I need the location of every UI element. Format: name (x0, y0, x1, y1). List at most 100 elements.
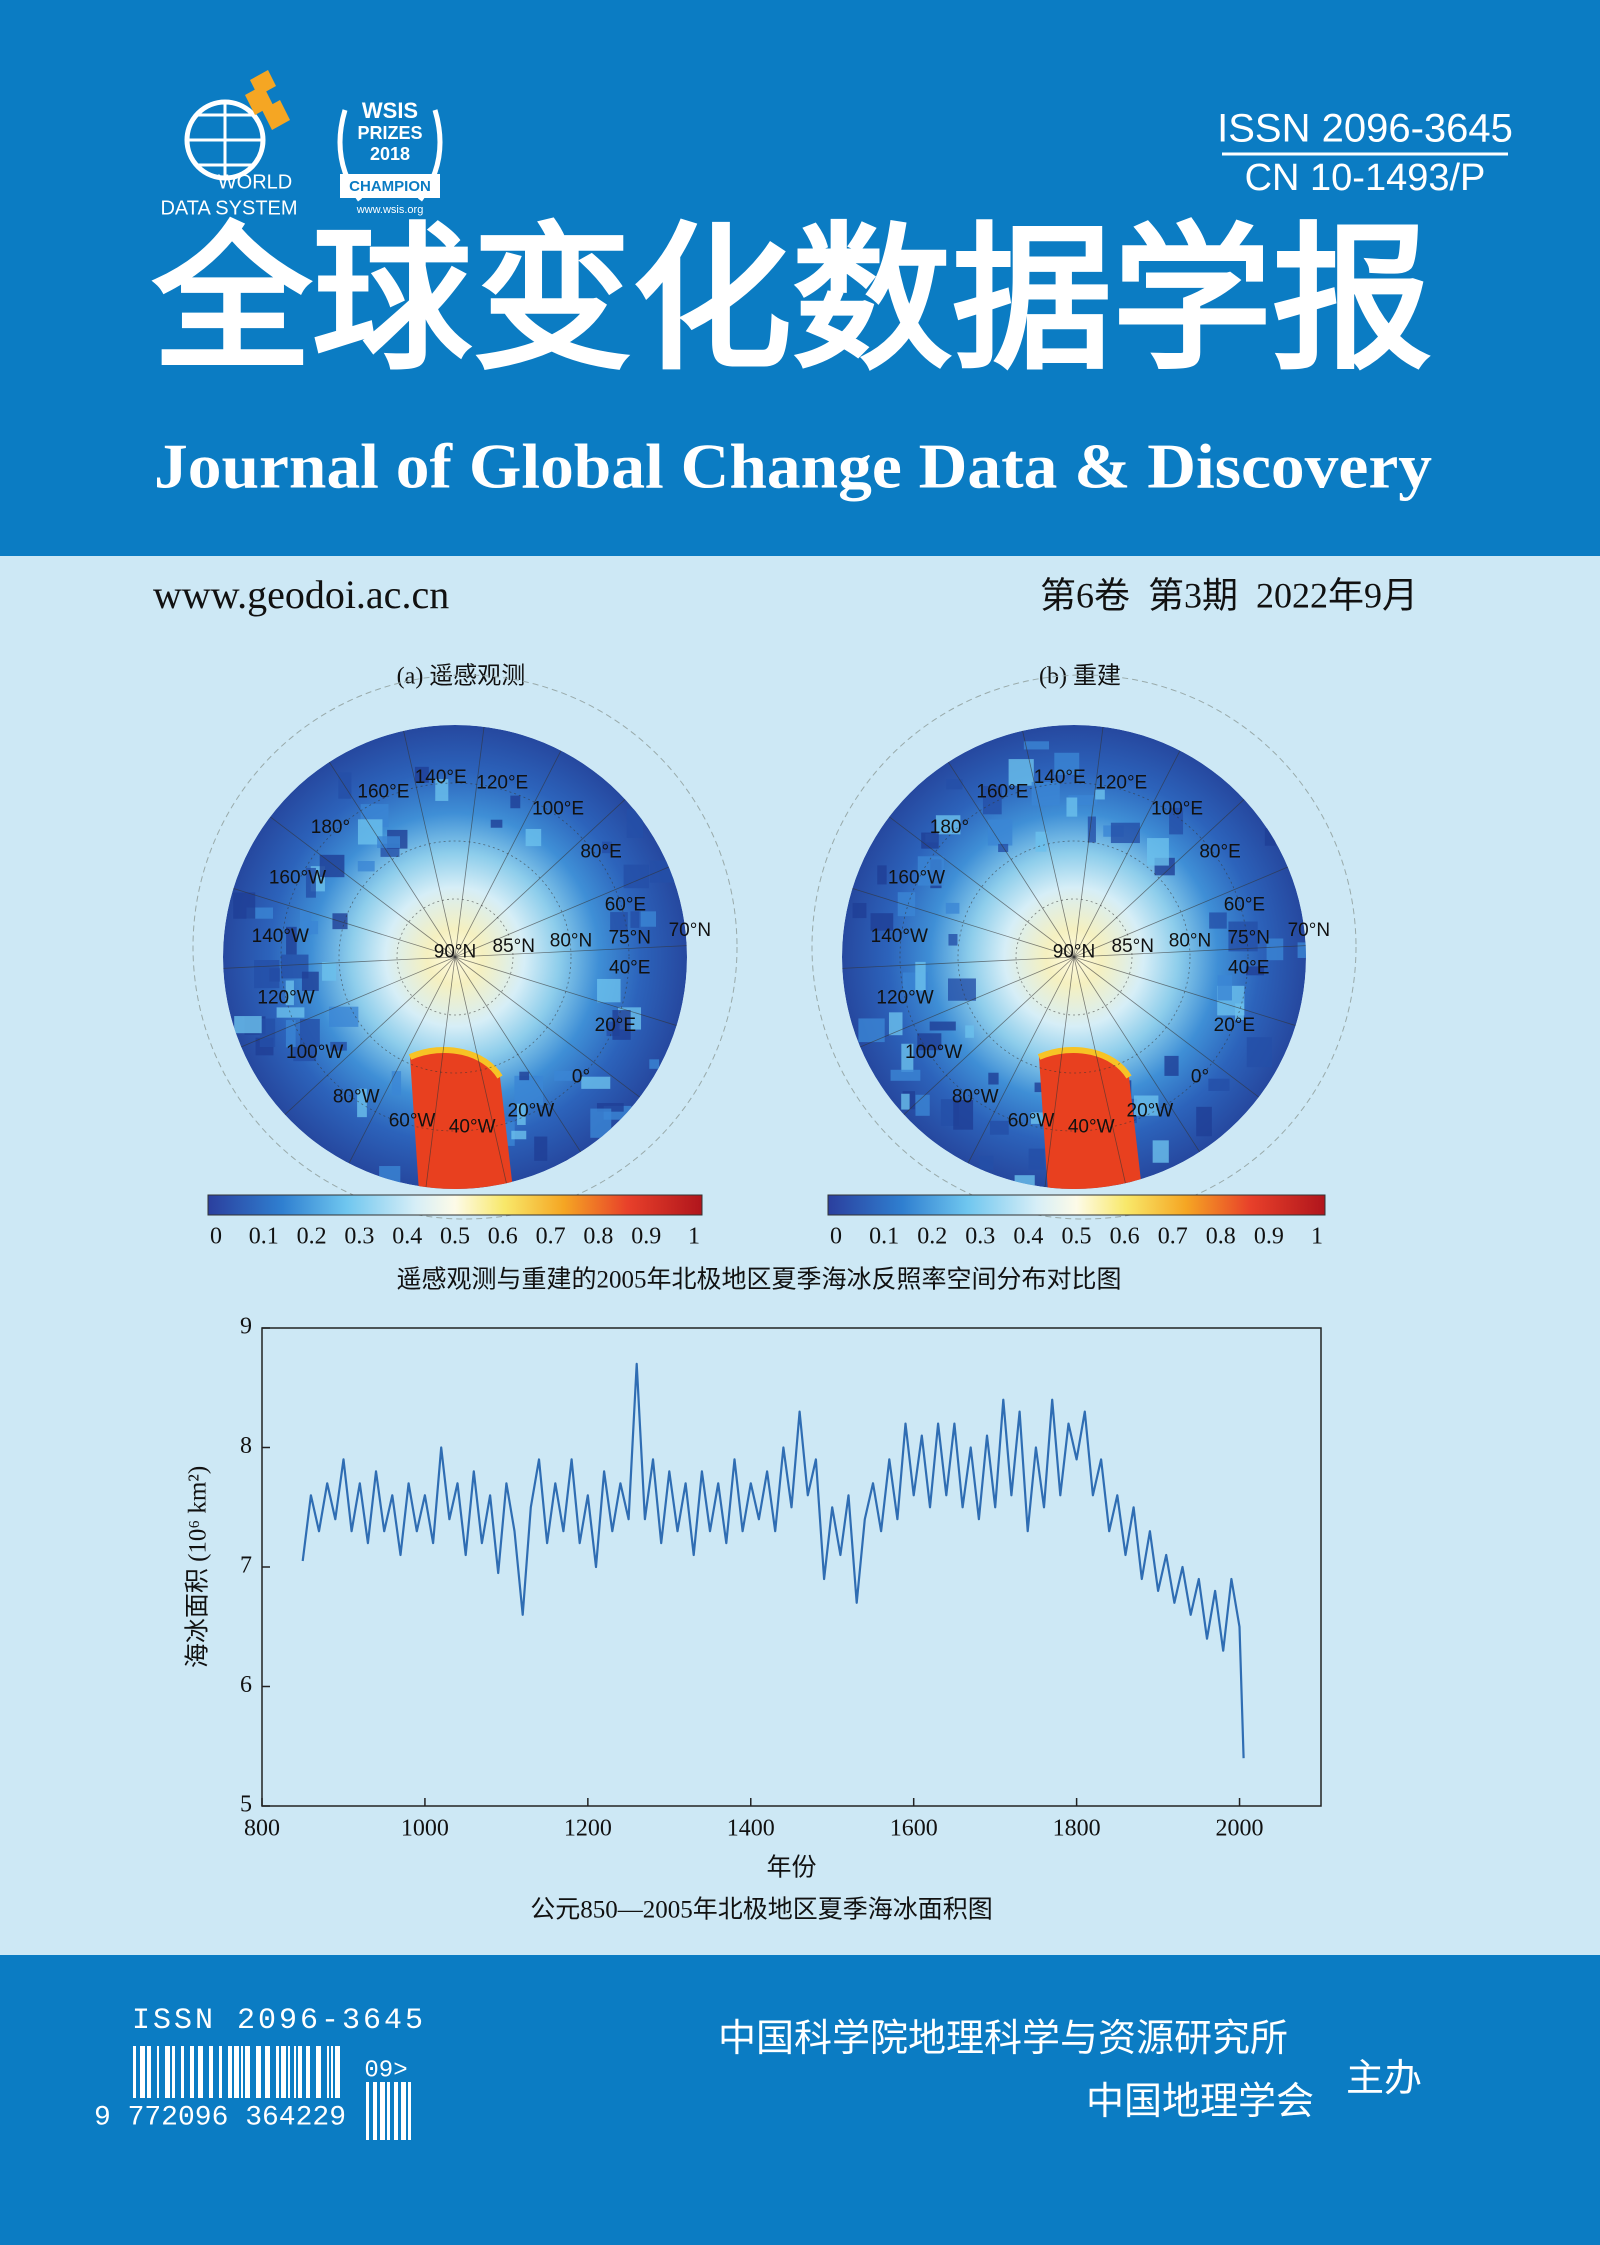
colorbar-tick-label: 0.4 (1013, 1224, 1043, 1250)
colorbar-tick-label: 0.7 (1158, 1224, 1188, 1250)
patch (259, 1018, 276, 1048)
patch (285, 1020, 296, 1048)
bar-stripe (234, 2046, 239, 2098)
bar-stripe (140, 2046, 145, 2098)
patch (979, 1155, 994, 1170)
patch (328, 1006, 359, 1027)
map-label: 80°E (580, 841, 621, 862)
footer-issn: ISSN 2096-3645 (132, 2004, 426, 2038)
map-label: 75°N (1227, 927, 1269, 948)
map-label: 85°N (492, 936, 534, 957)
map-label: 120°E (476, 773, 528, 794)
x-tick-label: 2000 (1216, 1816, 1264, 1842)
colorbar-tick-label: 1 (688, 1224, 700, 1250)
bar-stripe (228, 2046, 232, 2098)
patch (852, 902, 867, 919)
patch (596, 1103, 624, 1112)
patch (1152, 1140, 1169, 1163)
logo-text: CHAMPION (349, 178, 431, 195)
bar-stripe (316, 2046, 321, 2098)
bar-stripe (245, 2046, 250, 2098)
patch (1209, 912, 1227, 929)
patch (610, 912, 628, 931)
patch (1095, 789, 1105, 800)
patch (377, 836, 401, 848)
map-label: 140°E (1034, 767, 1086, 788)
patch (357, 861, 375, 872)
map-label: 0° (572, 1066, 590, 1087)
patch (915, 961, 926, 991)
meridian (1073, 956, 1296, 1026)
logo-text: 2018 (370, 144, 410, 164)
patch (935, 815, 961, 835)
map-label: 60°E (1224, 894, 1265, 915)
patch (1087, 816, 1096, 843)
patch (917, 1033, 942, 1051)
patch (890, 1069, 921, 1081)
patch (233, 892, 256, 919)
bar-stripe (157, 2046, 159, 2098)
barcode-addon: 09> (364, 2057, 407, 2084)
bar-stripe (294, 2046, 296, 2098)
patch (514, 1075, 544, 1106)
patch (1208, 1078, 1230, 1091)
patch (510, 795, 521, 809)
organizer: 中国科学院地理科学与资源研究所 (718, 2018, 1288, 2060)
patch (901, 1093, 910, 1110)
patch (998, 843, 1009, 853)
colorbar-tick-label: 0.8 (583, 1224, 613, 1250)
meridian (903, 956, 1075, 1115)
colorbar-tick-label: 0.7 (536, 1224, 566, 1250)
chart-caption: 公元850—2005年北极地区夏季海冰面积图 (530, 1896, 993, 1924)
map-label: 40°E (1228, 957, 1269, 978)
patch (929, 1021, 956, 1031)
patch (946, 779, 963, 790)
bar-stripe (198, 2046, 203, 2098)
patch (915, 1094, 930, 1116)
bar-stripe (256, 2046, 261, 2098)
map-caption: 遥感观测与重建的2005年北极地区夏季海冰反照率空间分布对比图 (396, 1266, 1121, 1294)
map-label: 85°N (1111, 936, 1153, 957)
map-label: 40°E (609, 957, 650, 978)
meridian (888, 816, 1075, 958)
meridian (269, 816, 456, 958)
x-tick-label: 1000 (401, 1816, 449, 1842)
meridian (852, 888, 1075, 958)
patch (1228, 921, 1258, 952)
patch (1068, 795, 1098, 806)
map-label: 140°W (871, 926, 928, 947)
colorbar-tick-label: 0 (210, 1224, 222, 1250)
patch (948, 934, 958, 946)
patch (877, 865, 887, 885)
patch (1245, 966, 1265, 976)
patch (1217, 975, 1232, 1001)
x-axis-label: 年份 (766, 1854, 816, 1882)
map-label: 0° (1191, 1066, 1209, 1087)
y-axis-label: 海冰面积 (10⁶ km²) (184, 1466, 212, 1668)
bar-stripe (335, 2046, 340, 2098)
map-label: 20°E (595, 1015, 636, 1036)
bar-stripe (288, 2046, 290, 2098)
patch (945, 902, 960, 914)
patch (987, 819, 1013, 846)
y-tick-label: 5 (240, 1792, 252, 1818)
map-label: 160°W (269, 867, 326, 888)
patch (301, 971, 319, 991)
map-label: 100°E (532, 799, 584, 820)
parallel (957, 840, 1191, 1074)
patch (302, 921, 319, 935)
meridian (947, 761, 1075, 958)
patch (330, 1041, 347, 1051)
map-label: 20°W (508, 1101, 555, 1122)
warm-region (1039, 1050, 1144, 1189)
bar-stripe (366, 2082, 369, 2140)
meridian (284, 956, 456, 1115)
patch (870, 913, 894, 931)
bar-stripe (241, 2046, 243, 2098)
coastline (192, 674, 738, 1220)
map-label: 40°W (449, 1116, 496, 1137)
patch (246, 907, 274, 919)
colorbar-tick-label: 0.9 (631, 1224, 661, 1250)
colorbar-tick-label: 0.4 (392, 1224, 422, 1250)
map-label: 160°E (357, 781, 409, 802)
